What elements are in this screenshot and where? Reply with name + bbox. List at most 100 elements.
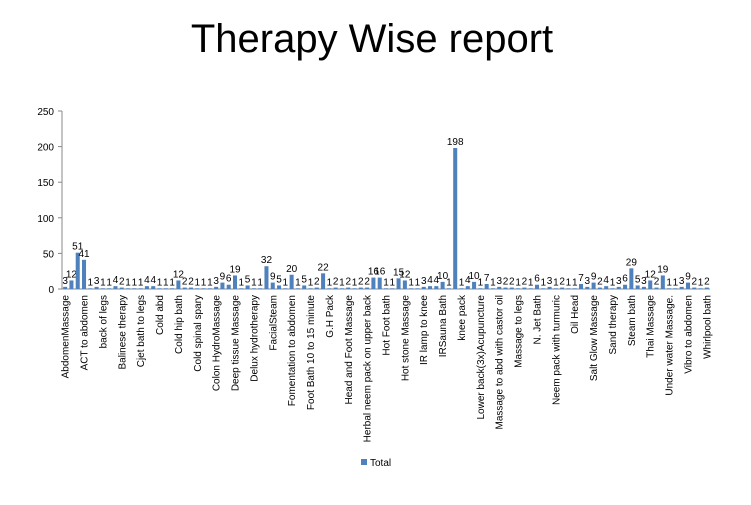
value-label: 5 — [245, 274, 251, 285]
value-label: 1 — [327, 277, 333, 288]
value-label: 3 — [62, 276, 68, 287]
legend-swatch — [361, 459, 367, 465]
value-label: 12 — [645, 269, 657, 280]
value-label: 4 — [144, 275, 150, 286]
value-label: 9 — [685, 272, 691, 283]
value-label: 10 — [469, 271, 481, 282]
bar — [107, 288, 112, 289]
y-tick-label: 100 — [37, 214, 54, 225]
value-label: 2 — [654, 277, 660, 288]
bar — [157, 288, 162, 289]
x-tick-label: back of legs — [98, 295, 109, 348]
bar — [585, 286, 590, 289]
bar — [195, 288, 200, 289]
value-label: 2 — [503, 277, 509, 288]
value-label: 3 — [94, 276, 100, 287]
x-tick-label: Salt Glow Massage — [589, 295, 600, 382]
value-label: 1 — [207, 277, 213, 288]
value-label: 5 — [635, 274, 641, 285]
value-label: 3 — [641, 276, 647, 287]
x-tick-label: Lower back(3x)Acupuncture — [476, 295, 487, 420]
bar — [321, 273, 326, 289]
x-tick-label: knee pack — [457, 294, 468, 341]
value-label: 1 — [100, 277, 106, 288]
x-tick-label: Massage to legs — [514, 295, 525, 368]
value-label: 1 — [106, 277, 112, 288]
bar — [560, 287, 565, 289]
bar — [641, 286, 646, 289]
bar — [679, 286, 684, 289]
bar — [377, 277, 382, 289]
x-tick-label: Under water Massage. — [665, 295, 676, 396]
bar — [239, 288, 244, 289]
bar — [63, 286, 68, 289]
x-tick-label: Colon HydroMassage — [212, 295, 223, 392]
x-tick-label: Balinese therapy — [117, 295, 128, 370]
value-label: 2 — [119, 277, 125, 288]
value-label: 1 — [478, 277, 484, 288]
value-label: 1 — [390, 277, 396, 288]
value-label: 2 — [333, 277, 339, 288]
bar — [547, 286, 552, 289]
bar — [698, 288, 703, 289]
bar — [654, 287, 659, 289]
value-label: 2 — [345, 277, 351, 288]
value-label: 1 — [490, 277, 496, 288]
bar — [516, 288, 521, 289]
bar — [704, 287, 709, 289]
bar — [428, 286, 433, 289]
bar — [616, 286, 621, 289]
value-label: 1 — [239, 277, 245, 288]
value-label: 22 — [318, 262, 330, 273]
x-tick-label: Herbal neem pack on upper back — [363, 294, 374, 442]
bar — [490, 288, 495, 289]
bar — [264, 266, 269, 289]
value-label: 2 — [704, 277, 710, 288]
bar — [566, 288, 571, 289]
x-tick-label: N. Jet Bath — [532, 295, 543, 344]
bar — [69, 280, 74, 289]
bar — [623, 284, 628, 289]
value-label: 5 — [276, 274, 282, 285]
value-label: 6 — [226, 274, 232, 285]
bar — [245, 285, 250, 289]
value-label: 32 — [261, 255, 273, 266]
x-tick-label: Cold spinal spary — [193, 295, 204, 372]
x-tick-label: IR lamp to knee — [419, 295, 430, 365]
x-tick-label: Massage to abd with castor oil — [495, 295, 506, 430]
value-label: 29 — [626, 257, 638, 268]
bar — [289, 274, 294, 289]
bar — [144, 286, 149, 289]
bar — [346, 287, 351, 289]
x-tick-label: Hot Foot bath — [382, 295, 393, 356]
x-tick-label: Cold abd — [155, 295, 166, 335]
x-tick-label: Oil Head — [570, 295, 581, 334]
bar — [100, 288, 105, 289]
bar — [459, 288, 464, 289]
value-label: 1 — [251, 277, 257, 288]
bar — [308, 288, 313, 289]
value-label: 1 — [383, 277, 389, 288]
bar — [207, 288, 212, 289]
bar — [648, 280, 653, 289]
value-label: 1 — [528, 277, 534, 288]
bar — [270, 282, 275, 289]
bar — [201, 288, 206, 289]
y-tick-label: 150 — [37, 178, 54, 189]
value-label: 3 — [585, 276, 591, 287]
bar — [604, 286, 609, 289]
value-label: 1 — [610, 277, 616, 288]
bar — [383, 288, 389, 289]
bar — [478, 288, 483, 289]
bar — [692, 287, 697, 289]
x-tick-label: Fomentation to abdomen — [287, 295, 298, 406]
x-tick-label: Neem pack with turmuric — [551, 295, 562, 405]
bar — [226, 284, 231, 289]
value-label: 1 — [194, 277, 200, 288]
value-label: 2 — [559, 277, 565, 288]
legend-label: Total — [370, 458, 391, 469]
x-tick-label: Thai Massage — [646, 295, 657, 358]
value-label: 19 — [657, 264, 669, 275]
bar — [572, 288, 577, 289]
bar — [522, 287, 527, 289]
